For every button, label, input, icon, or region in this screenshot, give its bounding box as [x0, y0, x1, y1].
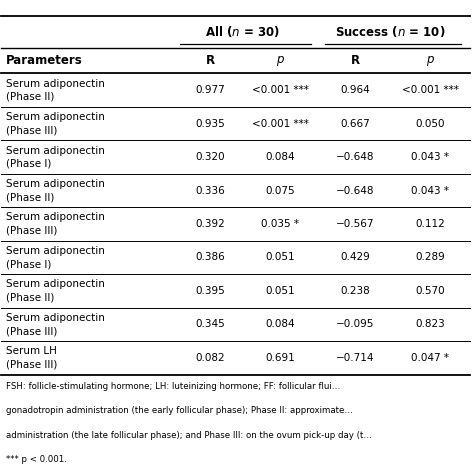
Text: 0.289: 0.289 [416, 253, 445, 263]
Text: <0.001 ***: <0.001 *** [252, 118, 309, 128]
Text: 0.084: 0.084 [265, 152, 295, 162]
Text: 0.238: 0.238 [340, 286, 370, 296]
Text: Serum LH
(Phase III): Serum LH (Phase III) [6, 346, 57, 369]
Text: 0.570: 0.570 [416, 286, 445, 296]
Text: 0.977: 0.977 [195, 85, 225, 95]
Text: Serum adiponectin
(Phase III): Serum adiponectin (Phase III) [6, 112, 105, 135]
Text: All ($n$ = 30): All ($n$ = 30) [205, 24, 280, 39]
Text: −0.648: −0.648 [336, 186, 374, 196]
Text: 0.320: 0.320 [195, 152, 225, 162]
Text: 0.345: 0.345 [195, 319, 225, 329]
Text: 0.084: 0.084 [265, 319, 295, 329]
Text: 0.047 *: 0.047 * [411, 353, 449, 363]
Text: Serum adiponectin
(Phase II): Serum adiponectin (Phase II) [6, 79, 105, 102]
Text: Serum adiponectin
(Phase II): Serum adiponectin (Phase II) [6, 179, 105, 202]
Text: R: R [351, 54, 360, 67]
Text: Serum adiponectin
(Phase II): Serum adiponectin (Phase II) [6, 279, 105, 302]
Text: 0.051: 0.051 [265, 253, 295, 263]
Text: 0.075: 0.075 [265, 186, 295, 196]
Text: Success ($n$ = 10): Success ($n$ = 10) [336, 24, 446, 39]
Text: 0.392: 0.392 [195, 219, 225, 229]
Text: Serum adiponectin
(Phase I): Serum adiponectin (Phase I) [6, 146, 105, 169]
Text: Serum adiponectin
(Phase I): Serum adiponectin (Phase I) [6, 246, 105, 269]
Text: Serum adiponectin
(Phase III): Serum adiponectin (Phase III) [6, 313, 105, 336]
Text: 0.043 *: 0.043 * [411, 152, 449, 162]
Text: Parameters: Parameters [6, 54, 83, 67]
Text: −0.567: −0.567 [336, 219, 374, 229]
Text: $p$: $p$ [276, 54, 285, 67]
Text: 0.082: 0.082 [195, 353, 225, 363]
Text: 0.035 *: 0.035 * [261, 219, 300, 229]
Text: 0.386: 0.386 [195, 253, 225, 263]
Text: −0.648: −0.648 [336, 152, 374, 162]
Text: 0.395: 0.395 [195, 286, 225, 296]
Text: 0.823: 0.823 [416, 319, 445, 329]
Text: 0.667: 0.667 [340, 118, 370, 128]
Text: gonadotropin administration (the early follicular phase); Phase II: approximate…: gonadotropin administration (the early f… [6, 406, 353, 415]
Text: 0.112: 0.112 [416, 219, 445, 229]
Text: 0.050: 0.050 [416, 118, 445, 128]
Text: *** p < 0.001.: *** p < 0.001. [6, 455, 67, 464]
Text: FSH: follicle-stimulating hormone; LH: luteinizing hormone; FF: follicular flui…: FSH: follicle-stimulating hormone; LH: l… [6, 382, 340, 391]
Text: administration (the late follicular phase); and Phase III: on the ovum pick-up d: administration (the late follicular phas… [6, 431, 372, 440]
Text: <0.001 ***: <0.001 *** [402, 85, 459, 95]
Text: −0.095: −0.095 [336, 319, 374, 329]
Text: $p$: $p$ [426, 54, 435, 67]
Text: 0.051: 0.051 [265, 286, 295, 296]
Text: R: R [206, 54, 215, 67]
Text: −0.714: −0.714 [336, 353, 374, 363]
Text: 0.429: 0.429 [340, 253, 370, 263]
Text: 0.043 *: 0.043 * [411, 186, 449, 196]
Text: 0.935: 0.935 [195, 118, 225, 128]
Text: 0.964: 0.964 [340, 85, 370, 95]
Text: 0.691: 0.691 [265, 353, 295, 363]
Text: <0.001 ***: <0.001 *** [252, 85, 309, 95]
Text: 0.336: 0.336 [195, 186, 225, 196]
Text: Serum adiponectin
(Phase III): Serum adiponectin (Phase III) [6, 212, 105, 236]
